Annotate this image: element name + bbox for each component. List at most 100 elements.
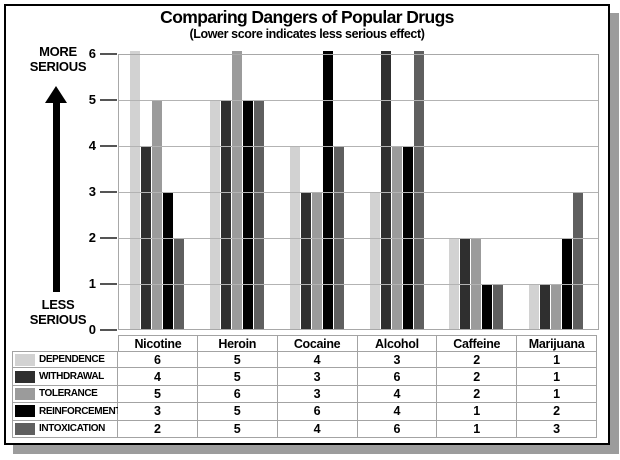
table-cell-reinforcement-cocaine: 6: [277, 403, 358, 421]
gridline-1: [119, 284, 598, 285]
series-row-label-tolerance: TOLERANCE: [12, 385, 118, 404]
y-tick-mark-3: [100, 191, 117, 193]
table-cell-dependence-nicotine: 6: [118, 351, 198, 369]
bar-withdrawal-cocaine: [300, 192, 311, 330]
more-label-line2: SERIOUS: [29, 59, 87, 74]
table-cell-reinforcement-caffeine: 1: [437, 403, 518, 421]
category-header-row: Nicotine Heroin Cocaine Alcohol Caffeine Mari…: [118, 335, 597, 351]
table-cell-tolerance-marijuana: 1: [517, 385, 597, 404]
series-label: TOLERANCE: [39, 388, 98, 400]
table-cell-dependence-caffeine: 2: [437, 351, 518, 369]
table-cell-intoxication-cocaine: 4: [277, 420, 358, 438]
more-label-line1: MORE: [39, 44, 77, 59]
y-tick-label-0: 0: [88, 322, 96, 337]
y-tick-mark-2: [100, 237, 117, 239]
table-cell-intoxication-nicotine: 2: [118, 420, 198, 438]
table-cell-tolerance-cocaine: 3: [277, 385, 358, 404]
y-tick-label-3: 3: [88, 184, 96, 199]
bar-tolerance-marijuana: [551, 284, 562, 330]
table-cell-tolerance-alcohol: 4: [357, 385, 438, 404]
series-label: INTOXICATION: [39, 423, 105, 435]
y-tick-label-6: 6: [88, 46, 96, 61]
bar-reinforcement-cocaine: [322, 51, 333, 330]
bar-intoxication-marijuana: [573, 192, 584, 330]
legend-swatch-intoxication: [15, 422, 35, 435]
bar-tolerance-nicotine: [152, 100, 162, 330]
category-header-heroin: Heroin: [197, 335, 278, 351]
gridline-2: [119, 238, 598, 239]
up-arrow-shaft: [52, 101, 60, 292]
gridline-6: [119, 54, 598, 55]
bar-dependence-marijuana: [529, 284, 540, 330]
bar-dependence-alcohol: [369, 192, 380, 330]
y-axis-more-serious-label: MORE SERIOUS: [12, 44, 104, 74]
table-cell-intoxication-marijuana: 3: [517, 420, 597, 438]
bar-tolerance-cocaine: [311, 192, 322, 330]
bar-withdrawal-alcohol: [380, 51, 391, 330]
table-cell-withdrawal-cocaine: 3: [277, 368, 358, 386]
y-tick-mark-1: [100, 283, 117, 285]
y-tick-label-2: 2: [88, 230, 96, 245]
less-label-line2: SERIOUS: [29, 312, 87, 327]
bar-withdrawal-heroin: [220, 100, 231, 330]
gridline-0: [119, 329, 598, 330]
bar-withdrawal-marijuana: [540, 284, 551, 330]
series-label: WITHDRAWAL: [39, 371, 104, 383]
table-cell-reinforcement-marijuana: 2: [517, 403, 597, 421]
legend-swatch-dependence: [15, 353, 35, 366]
bar-tolerance-heroin: [231, 51, 242, 330]
legend-swatch-tolerance: [15, 387, 35, 400]
category-header-cocaine: Cocaine: [277, 335, 358, 351]
category-header-nicotine: Nicotine: [118, 335, 198, 351]
table-cell-dependence-heroin: 5: [197, 351, 278, 369]
category-header-caffeine: Caffeine: [437, 335, 518, 351]
table-cell-withdrawal-heroin: 5: [197, 368, 278, 386]
series-row-label-withdrawal: WITHDRAWAL: [12, 368, 118, 386]
gridline-5: [119, 100, 598, 101]
table-cell-dependence-cocaine: 4: [277, 351, 358, 369]
plot-area: [118, 51, 599, 330]
category-header-marijuana: Marijuana: [517, 335, 597, 351]
y-axis-less-serious-label: LESS SERIOUS: [12, 297, 104, 327]
legend-swatch-reinforcement: [15, 405, 35, 418]
gridline-4: [119, 146, 598, 147]
table-cell-reinforcement-heroin: 5: [197, 403, 278, 421]
table-cell-intoxication-alcohol: 6: [357, 420, 438, 438]
bar-intoxication-heroin: [253, 100, 264, 330]
bar-reinforcement-heroin: [242, 100, 253, 330]
y-tick-mark-5: [100, 99, 117, 101]
data-table: DEPENDENCE 6 5 4 3 2 1 WITHDRAWAL 4 5 3 6 2 1 TOLERANC…: [12, 351, 597, 438]
bar-reinforcement-caffeine: [482, 284, 493, 330]
less-label-line1: LESS: [41, 297, 75, 312]
y-tick-mark-4: [100, 145, 117, 147]
table-cell-intoxication-caffeine: 1: [437, 420, 518, 438]
legend-swatch-withdrawal: [15, 370, 35, 383]
chart-title: Comparing Dangers of Popular Drugs: [160, 7, 454, 27]
bar-dependence-heroin: [209, 100, 220, 330]
table-cell-withdrawal-caffeine: 2: [437, 368, 518, 386]
y-tick-mark-0: [100, 329, 117, 331]
table-cell-dependence-alcohol: 3: [357, 351, 438, 369]
y-tick-label-4: 4: [88, 138, 96, 153]
series-row-label-reinforcement: REINFORCEMENT: [12, 403, 121, 421]
y-tick-label-1: 1: [88, 276, 96, 291]
table-cell-reinforcement-nicotine: 3: [118, 403, 198, 421]
gridline-3: [119, 192, 598, 193]
chart-subtitle: (Lower score indicates less serious effe…: [189, 27, 425, 41]
table-cell-tolerance-nicotine: 5: [118, 385, 198, 404]
table-cell-reinforcement-alcohol: 4: [357, 403, 438, 421]
y-tick-label-5: 5: [88, 92, 96, 107]
table-cell-withdrawal-nicotine: 4: [118, 368, 198, 386]
series-row-label-dependence: DEPENDENCE: [12, 351, 118, 369]
bar-intoxication-alcohol: [413, 51, 424, 330]
table-cell-withdrawal-marijuana: 1: [517, 368, 597, 386]
table-cell-withdrawal-alcohol: 6: [357, 368, 438, 386]
series-row-label-intoxication: INTOXICATION: [12, 420, 118, 438]
up-arrow-icon: [45, 86, 67, 103]
series-label: DEPENDENCE: [39, 354, 105, 366]
table-cell-tolerance-heroin: 6: [197, 385, 278, 404]
bar-reinforcement-nicotine: [163, 192, 173, 330]
table-cell-tolerance-caffeine: 2: [437, 385, 518, 404]
table-cell-dependence-marijuana: 1: [517, 351, 597, 369]
